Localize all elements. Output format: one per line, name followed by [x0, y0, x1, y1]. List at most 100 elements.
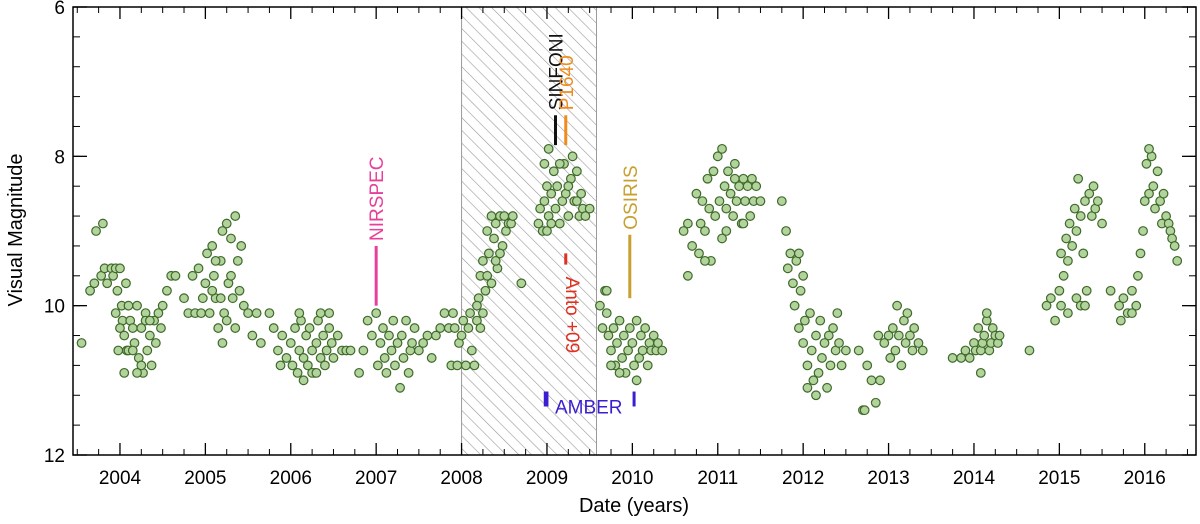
data-point [712, 151, 723, 162]
data-point [576, 188, 587, 199]
data-point [326, 338, 337, 348]
data-point [251, 308, 262, 319]
data-point [892, 300, 903, 311]
data-point [606, 345, 616, 356]
data-point [1080, 196, 1090, 207]
data-point [795, 285, 806, 296]
data-point [413, 345, 424, 356]
data-point [132, 367, 142, 378]
data-point [115, 263, 125, 274]
data-point [883, 330, 894, 341]
data-point [298, 353, 309, 363]
data-point [273, 345, 283, 356]
data-point [345, 345, 356, 356]
data-point [614, 367, 625, 378]
annotation-label-sinfoni: SINFONI [547, 33, 568, 110]
data-point [1063, 255, 1073, 266]
data-point [1071, 293, 1082, 304]
x-tick-label: 2006 [270, 468, 312, 489]
data-point [740, 196, 750, 207]
data-point [234, 285, 245, 296]
data-point [91, 226, 101, 236]
data-point [719, 181, 730, 192]
data-point [817, 353, 827, 363]
data-point [917, 345, 928, 356]
data-point [571, 196, 582, 207]
data-point [136, 323, 147, 333]
x-axis-label: Date (years) [579, 495, 689, 517]
data-point [209, 270, 219, 281]
data-point [729, 158, 740, 169]
data-point [617, 353, 628, 363]
data-point [179, 293, 189, 304]
data-point [277, 330, 288, 341]
data-point [603, 330, 614, 341]
data-point [866, 375, 877, 386]
data-point [1088, 181, 1099, 192]
x-tick-label: 2012 [782, 468, 824, 489]
data-point [785, 248, 796, 259]
data-point [187, 270, 198, 281]
data-point [913, 338, 924, 348]
data-point [828, 323, 838, 333]
data-point [452, 360, 463, 371]
data-point [907, 345, 918, 356]
data-point [631, 375, 642, 386]
data-point [631, 315, 642, 326]
data-point [731, 196, 742, 207]
data-point [162, 285, 172, 296]
x-tick-label: 2008 [440, 468, 482, 489]
data-point [1080, 300, 1090, 311]
data-point [127, 323, 138, 333]
data-point [1024, 345, 1035, 356]
data-point [232, 255, 243, 266]
data-point [542, 181, 552, 192]
data-point [418, 338, 429, 348]
data-point [144, 330, 155, 341]
x-tick-label: 2016 [1124, 468, 1166, 489]
data-point [793, 323, 804, 333]
data-point [571, 166, 582, 177]
data-point [217, 226, 228, 236]
data-point [200, 278, 211, 289]
data-point [407, 338, 417, 348]
data-point [307, 345, 318, 356]
data-point [396, 330, 407, 341]
data-point [392, 338, 403, 348]
data-point [113, 345, 124, 356]
data-point [788, 278, 798, 289]
data-point [379, 353, 390, 363]
data-point [290, 323, 300, 333]
data-point [981, 308, 992, 319]
data-point [132, 300, 142, 311]
data-point [584, 203, 595, 214]
data-point [811, 330, 821, 341]
data-point [1064, 218, 1075, 229]
data-point [1172, 255, 1183, 266]
data-point [304, 323, 315, 333]
data-point [721, 203, 732, 214]
y-tick-label: 12 [44, 446, 65, 467]
data-point [682, 270, 693, 281]
data-point [210, 255, 221, 266]
data-point [822, 382, 832, 393]
data-point [226, 270, 236, 281]
data-point [1127, 308, 1137, 319]
data-point [110, 308, 121, 319]
data-point [469, 360, 480, 371]
data-point [614, 315, 625, 326]
data-point [580, 211, 591, 221]
data-point [448, 308, 458, 319]
data-point [236, 241, 247, 251]
data-point [994, 330, 1005, 341]
data-point [694, 248, 704, 259]
data-point [230, 211, 241, 221]
data-point [704, 203, 715, 214]
data-point [687, 241, 698, 251]
data-point [700, 226, 710, 236]
data-point [567, 151, 578, 162]
annotation-label-amber: AMBER [555, 397, 623, 418]
data-point [458, 315, 469, 326]
data-point [486, 278, 497, 289]
data-point [612, 338, 622, 348]
